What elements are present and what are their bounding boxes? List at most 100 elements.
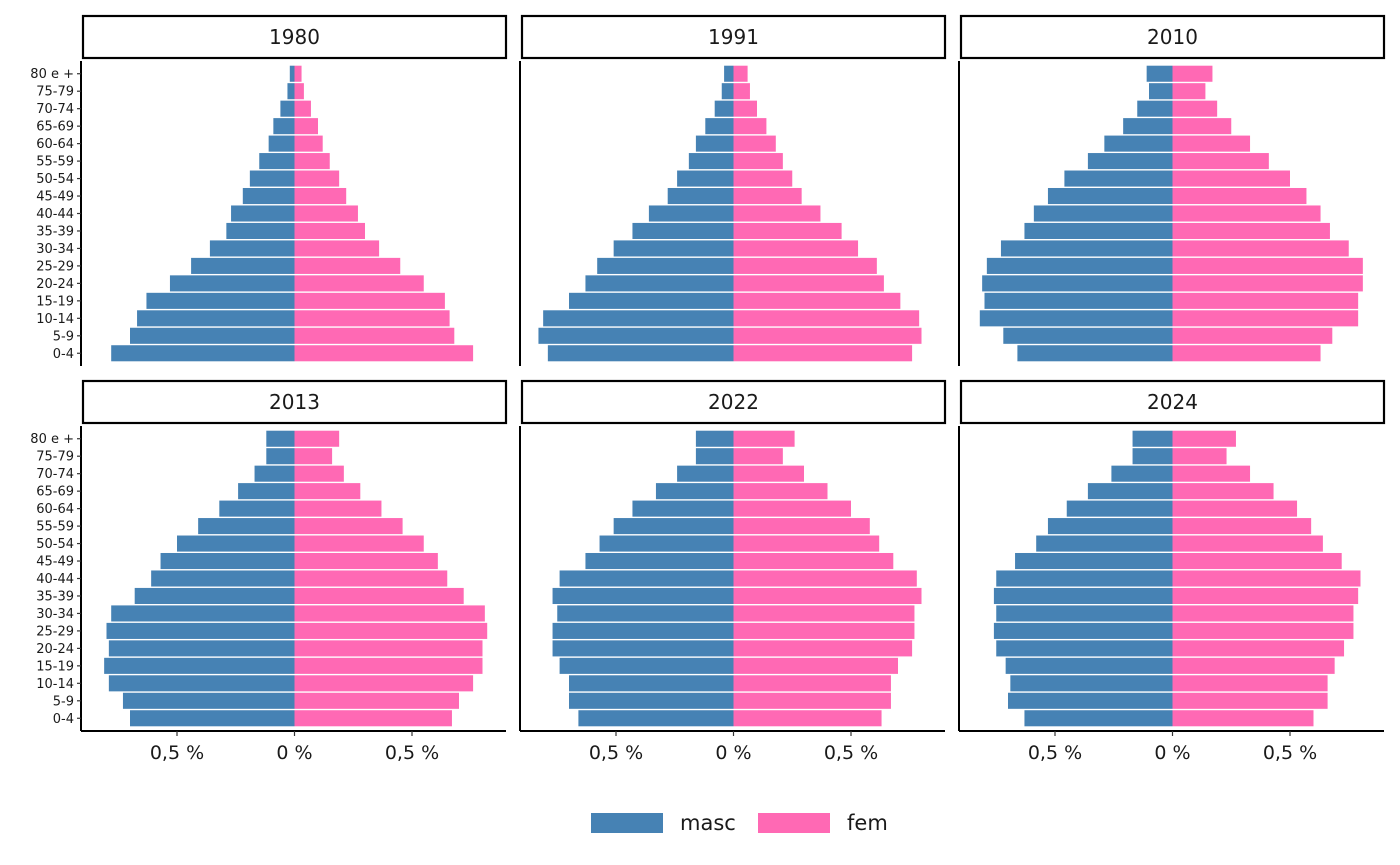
bar-masc-25-29 [106, 622, 295, 639]
bar-fem-30-34 [733, 240, 859, 257]
y-tick-label: 35-39 [36, 224, 74, 239]
bar-fem-30-34 [1172, 240, 1349, 257]
bar-fem-30-34 [733, 605, 915, 622]
bar-fem-50-54 [1172, 535, 1323, 552]
y-tick-label: 70-74 [36, 467, 74, 482]
bar-masc-15-19 [569, 292, 734, 309]
bar-masc-40-44 [648, 205, 734, 222]
y-tick-label: 20-24 [36, 642, 74, 657]
bar-masc-25-29 [597, 257, 734, 274]
bar-fem-55-59 [294, 153, 330, 170]
bar-fem-55-59 [1172, 518, 1312, 535]
bar-fem-25-29 [294, 257, 401, 274]
y-tick-label: 0-4 [53, 347, 74, 362]
x-tick-label: 0,5 % [150, 742, 204, 764]
bar-masc-45-49 [1015, 552, 1173, 570]
bar-masc-0-4 [1024, 710, 1173, 727]
bar-masc-20-24 [996, 640, 1173, 657]
bar-fem-10-14 [733, 310, 920, 327]
bar-fem-15-19 [733, 657, 898, 674]
bar-masc-70-74 [1137, 100, 1173, 117]
bar-masc-80 e + [695, 430, 734, 447]
y-tick-label: 65-69 [36, 120, 74, 135]
bar-fem-15-19 [1172, 292, 1359, 309]
bar-fem-50-54 [733, 535, 880, 552]
bar-masc-80 e + [1146, 65, 1173, 82]
bar-fem-40-44 [733, 205, 821, 222]
bar-fem-25-29 [1172, 257, 1363, 274]
facet-strip-label: 1991 [708, 25, 759, 49]
bar-masc-30-34 [1000, 240, 1173, 257]
bar-fem-80 e + [294, 65, 302, 82]
bar-fem-5-9 [294, 692, 459, 709]
bar-masc-50-54 [1036, 535, 1173, 552]
bar-masc-35-39 [632, 222, 734, 240]
bar-fem-35-39 [733, 222, 842, 240]
y-tick-label: 75-79 [36, 450, 74, 465]
bar-fem-15-19 [1172, 657, 1335, 674]
bar-fem-80 e + [1172, 430, 1236, 447]
bar-fem-5-9 [1172, 692, 1328, 709]
bar-masc-65-69 [1123, 118, 1173, 135]
bar-masc-20-24 [552, 640, 734, 657]
bar-fem-75-79 [1172, 83, 1206, 100]
facet-strip-box [520, 14, 947, 60]
bar-masc-35-39 [134, 587, 295, 605]
bar-fem-40-44 [294, 570, 448, 587]
bar-masc-65-69 [238, 483, 295, 500]
bar-masc-40-44 [996, 570, 1173, 587]
bar-masc-20-24 [169, 275, 295, 292]
bar-masc-55-59 [613, 518, 734, 535]
y-tick-label: 10-14 [36, 312, 74, 327]
bar-fem-40-44 [294, 205, 358, 222]
bar-masc-30-34 [996, 605, 1173, 622]
bar-masc-40-44 [231, 205, 295, 222]
legend-label-masc: masc [680, 811, 736, 835]
bar-masc-5-9 [1003, 327, 1173, 344]
bar-fem-55-59 [733, 153, 783, 170]
bar-fem-45-49 [294, 552, 438, 570]
bar-fem-70-74 [1172, 465, 1251, 482]
bar-masc-45-49 [160, 552, 295, 570]
bar-fem-40-44 [1172, 205, 1321, 222]
x-tick-label: 0,5 % [385, 742, 439, 764]
bar-fem-5-9 [733, 692, 891, 709]
bar-fem-30-34 [294, 240, 380, 257]
bar-fem-75-79 [294, 83, 304, 100]
facet-strip-box [520, 379, 947, 425]
bar-fem-55-59 [1172, 153, 1269, 170]
bar-fem-70-74 [294, 465, 344, 482]
bar-fem-60-64 [294, 135, 323, 152]
y-tick-label: 65-69 [36, 485, 74, 500]
bar-fem-15-19 [733, 292, 901, 309]
y-tick-label: 0-4 [53, 712, 74, 727]
bar-fem-70-74 [733, 100, 757, 117]
bar-fem-15-19 [294, 657, 483, 674]
facet-panel-2024: 2024 0,5 % 0 % 0,5 % [958, 379, 1386, 764]
y-tick-label: 75-79 [36, 85, 74, 100]
bar-masc-55-59 [688, 153, 734, 170]
y-tick-label: 25-29 [36, 624, 74, 639]
bar-fem-75-79 [733, 448, 783, 465]
bar-fem-70-74 [1172, 100, 1218, 117]
bar-masc-35-39 [226, 222, 295, 240]
x-tick-label: 0 % [1154, 742, 1190, 764]
bar-fem-25-29 [1172, 622, 1354, 639]
x-tick-label: 0,5 % [589, 742, 643, 764]
bar-masc-60-64 [219, 500, 295, 517]
bar-fem-70-74 [733, 465, 804, 482]
bar-masc-80 e + [724, 65, 734, 82]
bar-fem-0-4 [1172, 345, 1321, 362]
bar-fem-0-4 [733, 710, 882, 727]
bar-fem-0-4 [294, 710, 452, 727]
bar-fem-75-79 [294, 448, 333, 465]
x-tick-label: 0,5 % [1263, 742, 1317, 764]
bar-masc-70-74 [677, 465, 734, 482]
bar-masc-10-14 [979, 310, 1173, 327]
x-tick-label: 0,5 % [1028, 742, 1082, 764]
bar-masc-15-19 [984, 292, 1173, 309]
facet-strip-label: 2010 [1147, 25, 1198, 49]
bar-masc-60-64 [1066, 500, 1173, 517]
bar-masc-55-59 [259, 153, 295, 170]
x-tick-label: 0 % [276, 742, 312, 764]
